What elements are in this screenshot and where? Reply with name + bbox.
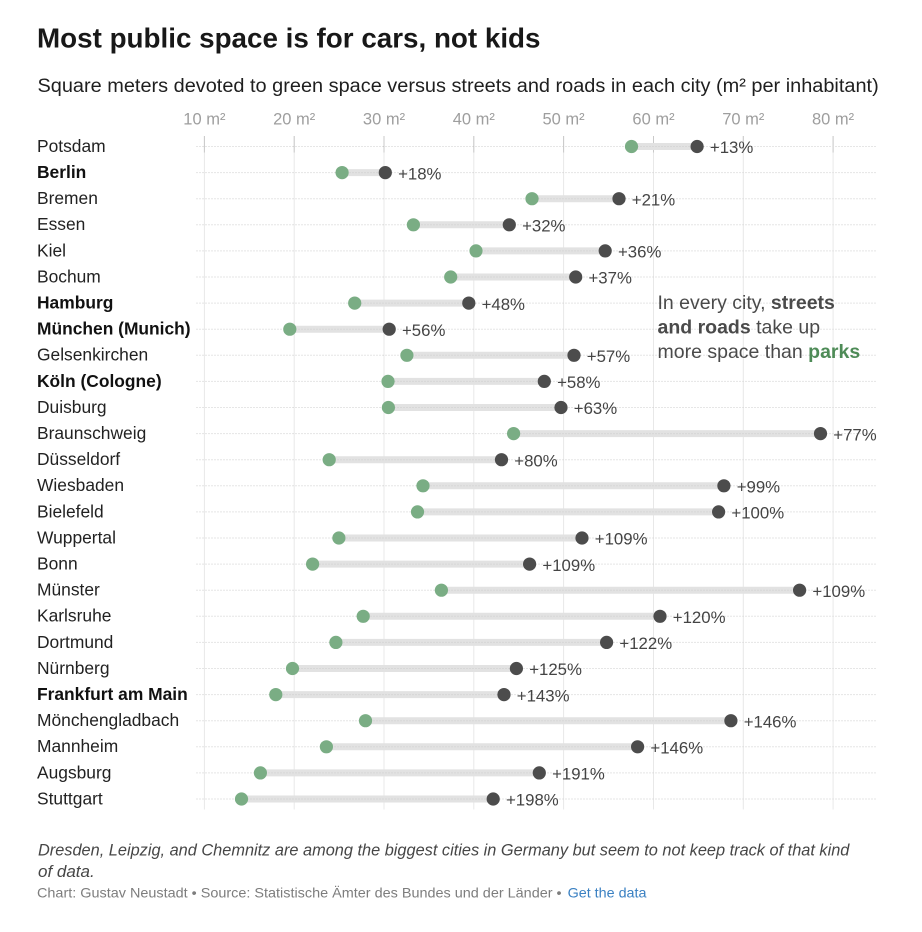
svg-text:Nürnberg: Nürnberg <box>37 658 110 678</box>
svg-text:60 m²: 60 m² <box>632 111 675 129</box>
svg-text:Mannheim: Mannheim <box>37 736 118 756</box>
svg-text:Square meters devoted to green: Square meters devoted to green space ver… <box>38 76 879 97</box>
svg-text:+13%: +13% <box>710 138 753 157</box>
svg-text:Bochum: Bochum <box>37 266 101 286</box>
svg-text:Get the data: Get the data <box>568 884 647 900</box>
svg-text:Augsburg: Augsburg <box>37 762 111 782</box>
svg-text:Stuttgart: Stuttgart <box>37 788 103 808</box>
svg-text:Frankfurt am Main: Frankfurt am Main <box>37 684 188 704</box>
svg-text:+36%: +36% <box>618 243 661 262</box>
svg-text:Karlsruhe: Karlsruhe <box>37 606 111 626</box>
svg-text:+80%: +80% <box>514 451 557 470</box>
svg-text:+21%: +21% <box>632 190 675 209</box>
svg-text:München (Munich): München (Munich) <box>37 319 191 339</box>
svg-text:Köln (Cologne): Köln (Cologne) <box>37 371 162 391</box>
svg-text:Bielefeld: Bielefeld <box>37 501 104 521</box>
svg-text:+77%: +77% <box>833 425 876 444</box>
svg-text:more space than parks: more space than parks <box>658 341 861 363</box>
svg-text:Duisburg: Duisburg <box>37 397 107 417</box>
svg-text:+146%: +146% <box>744 712 797 731</box>
svg-text:Düsseldorf: Düsseldorf <box>37 449 120 469</box>
svg-text:+56%: +56% <box>402 321 445 340</box>
svg-text:+48%: +48% <box>482 295 525 314</box>
svg-text:30 m²: 30 m² <box>363 111 406 129</box>
svg-text:Berlin: Berlin <box>37 162 86 182</box>
svg-text:+191%: +191% <box>552 765 605 784</box>
svg-text:+122%: +122% <box>619 634 672 653</box>
svg-text:+143%: +143% <box>517 686 570 705</box>
svg-text:Kiel: Kiel <box>37 240 66 260</box>
svg-text:Essen: Essen <box>37 214 85 234</box>
svg-text:+109%: +109% <box>542 556 595 575</box>
svg-text:+125%: +125% <box>529 660 582 679</box>
svg-text:Bonn: Bonn <box>37 554 78 574</box>
svg-text:+99%: +99% <box>737 478 780 497</box>
svg-text:+32%: +32% <box>522 217 565 236</box>
svg-text:of data.: of data. <box>38 862 95 881</box>
svg-text:Wiesbaden: Wiesbaden <box>37 475 124 495</box>
svg-text:50 m²: 50 m² <box>543 111 586 129</box>
svg-text:Dortmund: Dortmund <box>37 632 113 652</box>
svg-text:In every city, streets: In every city, streets <box>658 292 836 314</box>
svg-text:Münster: Münster <box>37 580 100 600</box>
svg-text:Potsdam: Potsdam <box>37 136 106 156</box>
svg-text:+109%: +109% <box>812 582 865 601</box>
svg-text:Wuppertal: Wuppertal <box>37 527 116 547</box>
svg-text:+198%: +198% <box>506 791 559 810</box>
svg-text:Braunschweig: Braunschweig <box>37 423 146 443</box>
svg-text:+37%: +37% <box>589 269 632 288</box>
svg-text:+109%: +109% <box>595 530 648 549</box>
svg-text:+120%: +120% <box>673 608 726 627</box>
svg-text:Chart: Gustav Neustadt • Sourc: Chart: Gustav Neustadt • Source: Statist… <box>37 884 562 900</box>
svg-text:+63%: +63% <box>574 399 617 418</box>
svg-text:+18%: +18% <box>398 164 441 183</box>
svg-text:+146%: +146% <box>650 739 703 758</box>
svg-text:Hamburg: Hamburg <box>37 293 113 313</box>
svg-text:and roads take up: and roads take up <box>658 317 821 339</box>
svg-text:Gelsenkirchen: Gelsenkirchen <box>37 345 148 365</box>
svg-text:Most public space is for cars,: Most public space is for cars, not kids <box>37 22 541 53</box>
svg-text:+58%: +58% <box>557 373 600 392</box>
svg-text:20 m²: 20 m² <box>273 111 316 129</box>
svg-text:40 m²: 40 m² <box>453 111 496 129</box>
svg-text:80 m²: 80 m² <box>812 111 855 129</box>
svg-text:10 m²: 10 m² <box>183 111 226 129</box>
svg-text:Mönchengladbach: Mönchengladbach <box>37 710 179 730</box>
svg-text:Dresden, Leipzig, and Chemnitz: Dresden, Leipzig, and Chemnitz are among… <box>38 841 850 860</box>
svg-text:+57%: +57% <box>587 347 630 366</box>
svg-text:70 m²: 70 m² <box>722 111 765 129</box>
svg-text:Bremen: Bremen <box>37 188 98 208</box>
svg-text:+100%: +100% <box>731 504 784 523</box>
